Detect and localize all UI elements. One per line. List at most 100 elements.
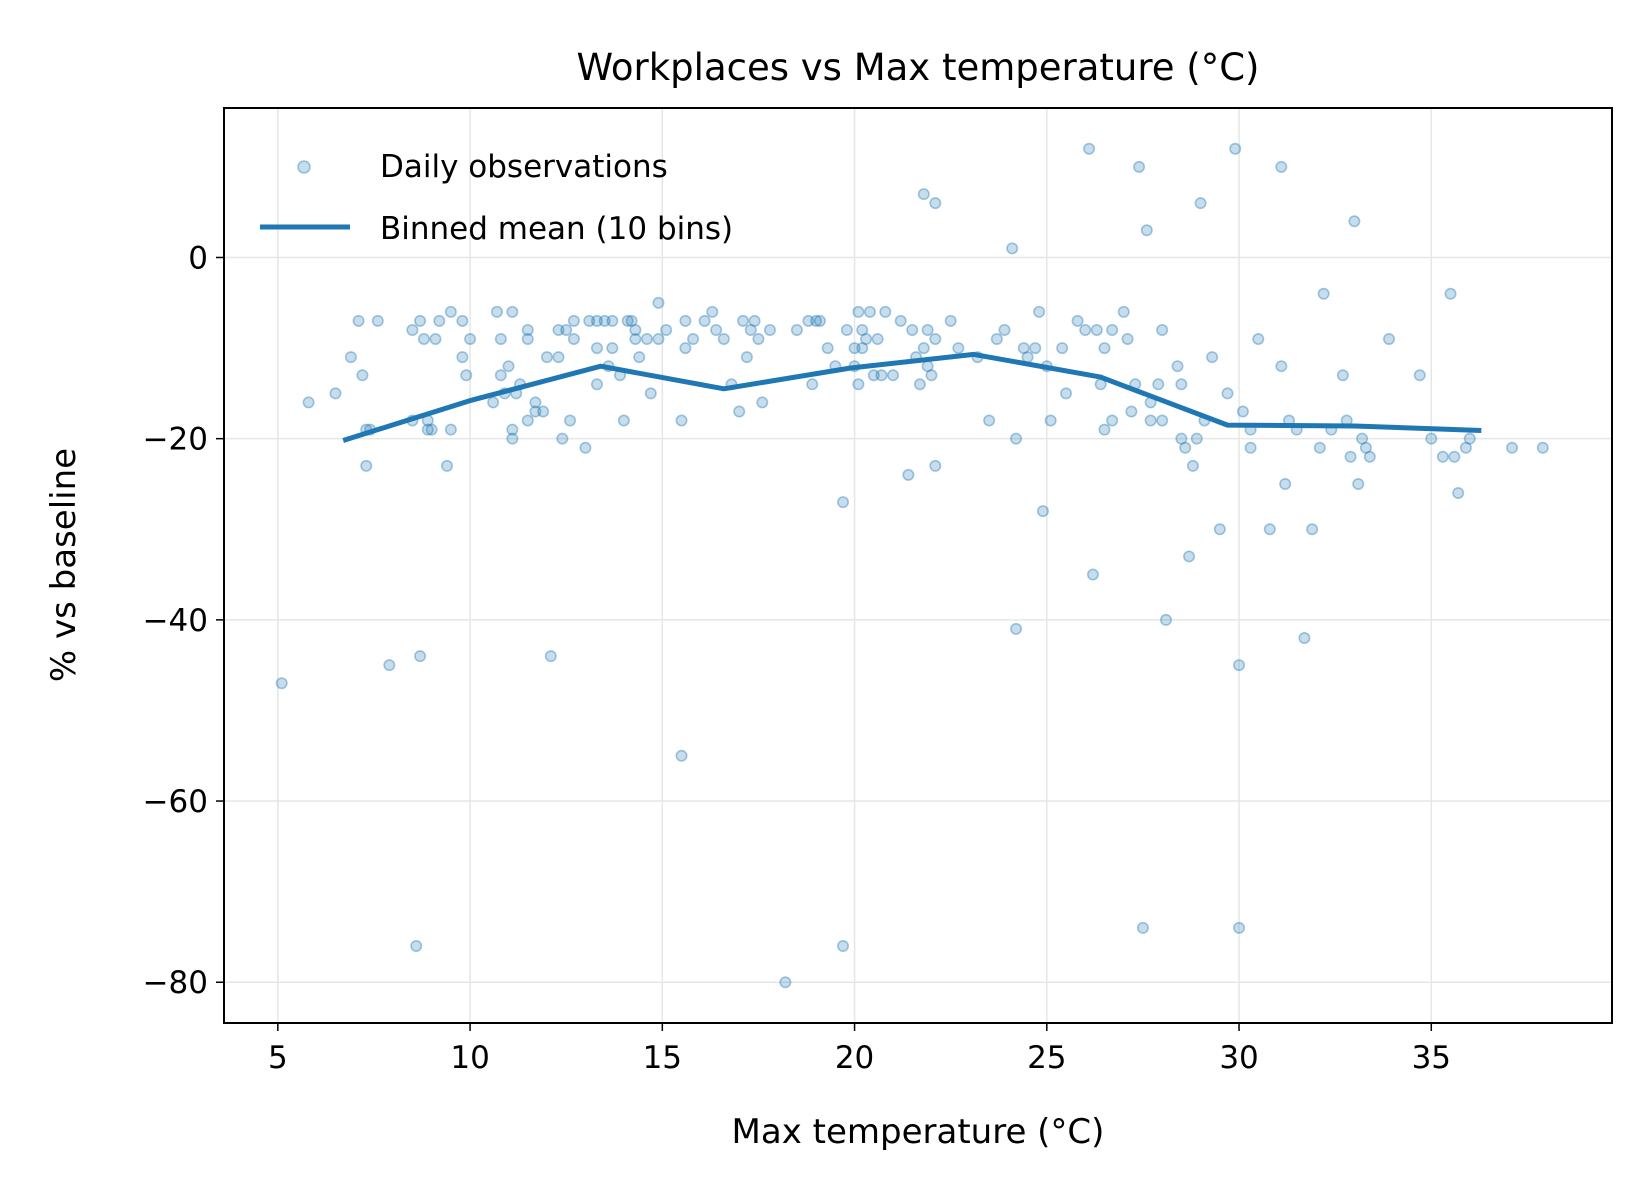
y-tick-label: 0 (188, 240, 208, 276)
scatter-point (344, 351, 357, 364)
scatter-point (1125, 405, 1138, 418)
y-tick-label: −20 (143, 422, 208, 458)
y-tick-label: −40 (143, 603, 208, 639)
scatter-point (687, 333, 700, 346)
scatter-point (1152, 378, 1165, 391)
scatter-point (425, 423, 438, 436)
scatter-point (1452, 487, 1465, 500)
scatter-point (863, 305, 876, 318)
scatter-point (1183, 550, 1196, 563)
scatter-point (329, 387, 342, 400)
scatter-point (1275, 160, 1288, 173)
scatter-point (1363, 450, 1376, 463)
scatter-point (490, 305, 503, 318)
scatter-point (752, 333, 765, 346)
scatter-point (1079, 323, 1092, 336)
scatter-point (983, 414, 996, 427)
scatter-point (444, 305, 457, 318)
scatter-point (506, 423, 519, 436)
scatter-point (506, 432, 519, 445)
scatter-point (429, 333, 442, 346)
scatter-point (744, 323, 757, 336)
binned-mean-line (342, 351, 1482, 443)
scatter-point (537, 405, 550, 418)
scatter-point (556, 432, 569, 445)
scatter-point (590, 314, 603, 327)
grid (224, 108, 1612, 1023)
scatter-point (860, 333, 873, 346)
scatter-point (352, 314, 365, 327)
x-tick-label: 35 (1412, 1040, 1451, 1076)
scatter-point (1317, 287, 1330, 300)
scatter-point (606, 342, 619, 355)
scatter-point (837, 496, 850, 509)
scatter-point (856, 342, 869, 355)
scatter-point (521, 333, 534, 346)
y-tick-label: −80 (143, 965, 208, 1001)
scatter-point (464, 333, 477, 346)
scatter-point (902, 468, 915, 481)
scatter-point (383, 659, 396, 672)
scatter-point (417, 333, 430, 346)
scatter-point (583, 314, 596, 327)
scatter-point (617, 414, 630, 427)
legend-label-observations: Daily observations (380, 149, 668, 185)
scatter-point (410, 939, 423, 952)
scatter-point (621, 314, 634, 327)
scatter-point (706, 305, 719, 318)
scatter-point (1233, 921, 1246, 934)
scatter-point (1236, 405, 1249, 418)
scatter-point (640, 333, 653, 346)
scatter-point (1121, 333, 1134, 346)
scatter-point (1275, 360, 1288, 373)
scatter-point (1098, 342, 1111, 355)
scatter-point (529, 405, 542, 418)
x-tick-label: 30 (1219, 1040, 1258, 1076)
scatter-point (567, 333, 580, 346)
scatter-point (921, 323, 934, 336)
scatter-point (444, 423, 457, 436)
legend-label-binned-mean: Binned mean (10 bins) (380, 211, 733, 247)
scatter-point (998, 323, 1011, 336)
scatter-point (406, 323, 419, 336)
scatter-point (521, 323, 534, 336)
scatter-point (1298, 631, 1311, 644)
scatter-point (598, 314, 611, 327)
scatter-point (633, 351, 646, 364)
scatter-point (660, 323, 673, 336)
scatter-point (1106, 414, 1119, 427)
scatter-point (848, 342, 861, 355)
scatter-point (1263, 523, 1276, 536)
scatter-point (487, 396, 500, 409)
scatter-point (544, 650, 557, 663)
x-tick-label: 15 (643, 1040, 682, 1076)
scatter-point (1436, 450, 1449, 463)
scatter-point (887, 369, 900, 382)
scatter-point (952, 342, 965, 355)
scatter-point (1336, 369, 1349, 382)
scatter-point (1133, 160, 1146, 173)
scatter-point (944, 314, 957, 327)
scatter-point (717, 333, 730, 346)
scatter-point (1459, 441, 1472, 454)
scatter-point (810, 314, 823, 327)
scatter-point (1382, 333, 1395, 346)
scatter-point (879, 305, 892, 318)
scatter-point (421, 423, 434, 436)
scatter-point (521, 414, 534, 427)
scatter-point (1017, 342, 1030, 355)
scatter-point (1213, 523, 1226, 536)
legend: Daily observations Binned mean (10 bins) (260, 149, 733, 247)
scatter-point (917, 188, 930, 201)
scatter-point (275, 677, 288, 690)
scatter-point (1463, 432, 1476, 445)
scatter-point (441, 459, 454, 472)
scatter-point (506, 305, 519, 318)
scatter-point (1159, 613, 1172, 626)
scatter-point (1021, 351, 1034, 364)
scatter-point (502, 360, 515, 373)
scatter-point (433, 314, 446, 327)
scatter-point (679, 314, 692, 327)
scatter-point (1156, 414, 1169, 427)
scatter-point (1179, 441, 1192, 454)
